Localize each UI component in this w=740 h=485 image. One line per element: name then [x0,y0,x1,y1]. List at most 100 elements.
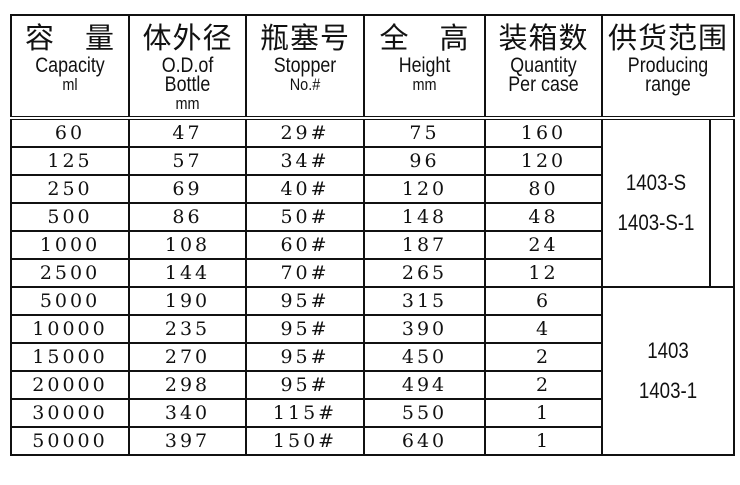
header-en: Producing range [627,54,709,96]
cell-capacity: 60 [10,117,130,148]
header-en: Capacity [35,54,105,77]
cell-height: 315 [363,286,486,316]
cell-height: 640 [363,426,486,456]
cell-height: 550 [363,398,486,428]
cell-quantity: 80 [484,174,603,204]
header-stopper: 瓶塞号 Stopper No.# [245,14,365,120]
cell-stopper: 150# [245,426,365,456]
table-row: 50000 397 150# 640 1 [10,426,734,456]
range-label: 1403 [647,338,689,363]
header-capacity: 容 量 Capacity ml [10,14,130,120]
header-cn: 容 量 [24,23,115,55]
header-en: O.D.of Bottle [161,54,214,96]
cell-quantity: 2 [484,342,603,372]
cell-capacity: 1000 [10,230,130,260]
cell-stopper: 40# [245,174,365,204]
cell-height: 265 [363,258,486,288]
cell-range-group: 1403-S 1403-S-1 [601,117,735,288]
cell-quantity: 2 [484,370,603,400]
cell-stopper: 95# [245,370,365,400]
cell-od: 340 [128,398,247,428]
header-unit: mm [175,94,200,113]
cell-stopper: 115# [245,398,365,428]
cell-height: 96 [363,146,486,176]
cell-od: 86 [128,202,247,232]
cell-od: 298 [128,370,247,400]
table-row: 20000 298 95# 494 2 [10,370,734,400]
cell-stopper: 50# [245,202,365,232]
cell-od: 190 [128,286,247,316]
cell-capacity: 10000 [10,314,130,344]
cell-quantity: 1 [484,398,603,428]
header-en: Stopper [273,54,337,77]
cell-od: 108 [128,230,247,260]
table-row: 500 86 50# 148 48 [10,202,734,232]
table-row: 5000 190 95# 315 6 1403 1403-1 [10,286,735,456]
cell-od: 69 [128,174,247,204]
cell-capacity: 20000 [10,370,130,400]
cell-quantity: 48 [484,202,603,232]
cell-stopper: 95# [245,314,365,344]
header-row: 容 量 Capacity ml 体外径 O.D.of Bottle mm 瓶塞号 Stoppe… [10,14,735,120]
cell-capacity: 125 [10,146,130,176]
table-row: 2500 144 70# 265 12 [10,258,734,288]
cell-quantity: 4 [484,314,603,344]
cell-range-group: 1403 1403-1 [601,286,735,456]
header-cn: 全 高 [379,23,470,55]
cell-capacity: 5000 [10,286,130,316]
cell-stopper: 95# [245,342,365,372]
cell-height: 75 [363,117,486,148]
cell-capacity: 500 [10,202,130,232]
table-row: 1000 108 60# 187 24 [10,230,734,260]
header-cn: 瓶塞号 [259,23,350,55]
table-row: 30000 340 115# 550 1 [10,398,734,428]
cell-stopper: 60# [245,230,365,260]
cell-capacity: 2500 [10,258,130,288]
range-box: 1403 1403-1 [603,331,733,411]
cell-od: 144 [128,258,247,288]
header-en: Quantity Per case [508,54,579,96]
cell-height: 450 [363,342,486,372]
cell-height: 120 [363,174,486,204]
cell-capacity: 30000 [10,398,130,428]
cell-stopper: 95# [245,286,365,316]
header-unit: ml [62,75,78,94]
header-cn: 装箱数 [498,23,589,55]
table-row: 10000 235 95# 390 4 [10,314,734,344]
cell-quantity: 1 [484,426,603,456]
header-od: 体外径 O.D.of Bottle mm [128,14,247,120]
cell-height: 494 [363,370,486,400]
cell-stopper: 70# [245,258,365,288]
table-row: 250 69 40# 120 80 [10,174,734,204]
range-box: 1403-S 1403-S-1 [603,120,711,286]
cell-quantity: 120 [484,146,603,176]
cell-od: 270 [128,342,247,372]
header-height: 全 高 Height mm [363,14,486,120]
cell-quantity: 160 [484,117,603,148]
cell-quantity: 24 [484,230,603,260]
header-quantity: 装箱数 Quantity Per case [484,14,603,120]
header-cn: 体外径 [142,23,233,55]
cell-stopper: 29# [245,117,365,148]
cell-stopper: 34# [245,146,365,176]
header-cn: 供货范围 [607,23,728,55]
table-row: 125 57 34# 96 120 [10,146,734,176]
cell-quantity: 12 [484,258,603,288]
range-label: 1403-1 [638,378,698,403]
table-row: 15000 270 95# 450 2 [10,342,734,372]
cell-od: 397 [128,426,247,456]
cell-capacity: 50000 [10,426,130,456]
cell-od: 235 [128,314,247,344]
cell-quantity: 6 [484,286,603,316]
range-label: 1403-S [625,170,687,195]
cell-height: 390 [363,314,486,344]
header-unit: No.# [289,75,321,94]
header-range: 供货范围 Producing range [601,14,735,120]
header-en: Height [398,54,451,77]
cell-height: 187 [363,230,486,260]
cell-height: 148 [363,202,486,232]
cell-od: 57 [128,146,247,176]
range-label: 1403-S-1 [617,210,695,235]
cell-od: 47 [128,117,247,148]
header-unit: mm [412,75,437,94]
